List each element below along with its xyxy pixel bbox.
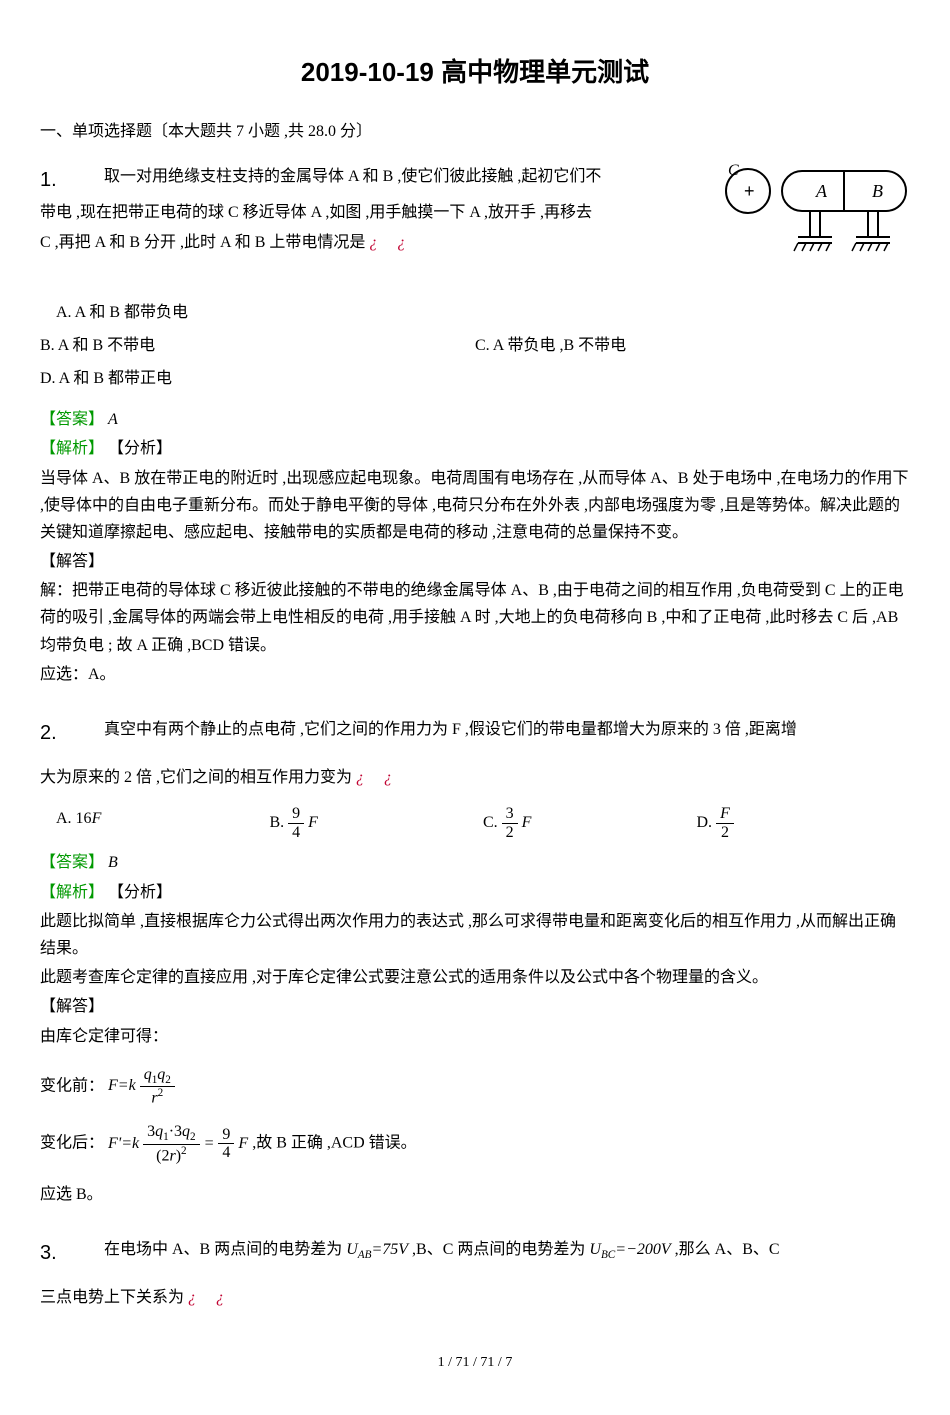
q1-jieda-text: 解：把带正电荷的导体球 C 移近彼此接触的不带电的绝缘金属导体 A、B ,由于电… — [40, 577, 910, 659]
q2-fenxi-p1: 此题比拟简单 ,直接根据库仑力公式得出两次作用力的表达式 ,那么可求得带电量和距… — [40, 908, 910, 962]
q2-jieda-p0: 由库仑定律可得： — [40, 1023, 910, 1050]
question-1: 1. 取一对用绝缘支柱支持的金属导体 A 和 B ,使它们彼此接触 ,起初它们不… — [40, 163, 910, 688]
section-intro: 一、单项选择题〔本大题共 7 小题 ,共 28.0 分〕 — [40, 118, 910, 145]
q3-text-part1: 在电场中 A、B 两点间的电势差为 — [104, 1241, 342, 1258]
jieda-label: 【解答】 — [40, 548, 910, 575]
q1-option-b: B. A 和 B 不带电 — [40, 332, 475, 359]
q1-option-c: C. A 带负电 ,B 不带电 — [475, 332, 910, 359]
q1-fenxi-text: 当导体 A、B 放在带正电的附近时 ,出现感应起电现象。电荷周围有电场存在 ,从… — [40, 465, 910, 547]
blank-placeholder: ¿ — [356, 769, 364, 786]
q2-text-line2: 大为原来的 2 倍 ,它们之间的相互作用力变为 — [40, 769, 352, 786]
jieda-label: 【解答】 — [40, 993, 910, 1020]
q2-option-a: A. 16F — [56, 805, 270, 841]
q2-option-c: C. 32 F — [483, 805, 697, 841]
q3-text-part2: ,B、C 两点间的电势差为 — [412, 1241, 585, 1258]
q2-number: 2. — [40, 716, 76, 750]
q2-formula-before: 变化前： F=k q1q2 r2 — [40, 1066, 910, 1107]
blank-placeholder: ¿ — [369, 234, 377, 251]
q3-text-line2: 三点电势上下关系为 — [40, 1289, 184, 1306]
page-footer: 1 / 71 / 71 / 7 — [40, 1351, 910, 1375]
q1-jieda-conclusion: 应选：A。 — [40, 661, 910, 688]
q1-number: 1. — [40, 163, 76, 197]
q2-jieda-conclusion: 应选 B。 — [40, 1181, 910, 1208]
q3-number: 3. — [40, 1236, 76, 1270]
figure-label-b: B — [872, 181, 883, 201]
q3-text-part3: ,那么 A、B、C — [675, 1241, 780, 1258]
figure-label-a: A — [815, 181, 828, 201]
q1-text-line3: C ,再把 A 和 B 分开 ,此时 A 和 B 上带电情况是 — [40, 234, 365, 251]
answer-label: 【答案】 — [40, 411, 104, 428]
q2-fenxi-p2: 此题考查库仑定律的直接应用 ,对于库仑定律公式要注意公式的适用条件以及公式中各个… — [40, 964, 910, 991]
q2-answer: B — [108, 854, 118, 871]
q1-option-d: D. A 和 B 都带正电 — [40, 365, 475, 392]
q1-answer: A — [108, 411, 118, 428]
question-3: 3. 在电场中 A、B 两点间的电势差为 UAB=75V ,B、C 两点间的电势… — [40, 1236, 910, 1311]
blank-placeholder: ¿ — [384, 769, 392, 786]
question-2: 2. 真空中有两个静止的点电荷 ,它们之间的作用力为 F ,假设它们的带电量都增… — [40, 716, 910, 1208]
q2-option-d: D. F2 — [697, 805, 911, 841]
explain-label: 【解析】 — [40, 440, 104, 457]
explain-label: 【解析】 — [40, 884, 104, 901]
blank-placeholder: ¿ — [397, 234, 405, 251]
fenxi-label: 【分析】 — [108, 440, 172, 457]
q2-option-b: B. 94 F — [270, 805, 484, 841]
answer-label: 【答案】 — [40, 854, 104, 871]
blank-placeholder: ¿ — [216, 1289, 224, 1306]
figure-label-c: C — [728, 163, 739, 179]
page-title: 2019-10-19 高中物理单元测试 — [40, 50, 910, 94]
q2-text-line1: 真空中有两个静止的点电荷 ,它们之间的作用力为 F ,假设它们的带电量都增大为原… — [104, 721, 797, 738]
fenxi-label: 【分析】 — [108, 884, 172, 901]
q1-text-line1: 取一对用绝缘支柱支持的金属导体 A 和 B ,使它们彼此接触 ,起初它们不 — [104, 168, 601, 185]
blank-placeholder: ¿ — [188, 1289, 196, 1306]
q2-formula-after: 变化后： F'=k 3q1·3q2 (2r)2 = 9 4 F ,故 B 正确 … — [40, 1123, 910, 1164]
q1-option-a: A. A 和 B 都带负电 — [56, 299, 491, 326]
q1-text-line2: 带电 ,现在把带正电荷的球 C 移近导体 A ,如图 ,用手触摸一下 A ,放开… — [40, 199, 704, 226]
figure-plus: + — [744, 181, 755, 201]
q1-figure: C + A B — [720, 163, 910, 282]
